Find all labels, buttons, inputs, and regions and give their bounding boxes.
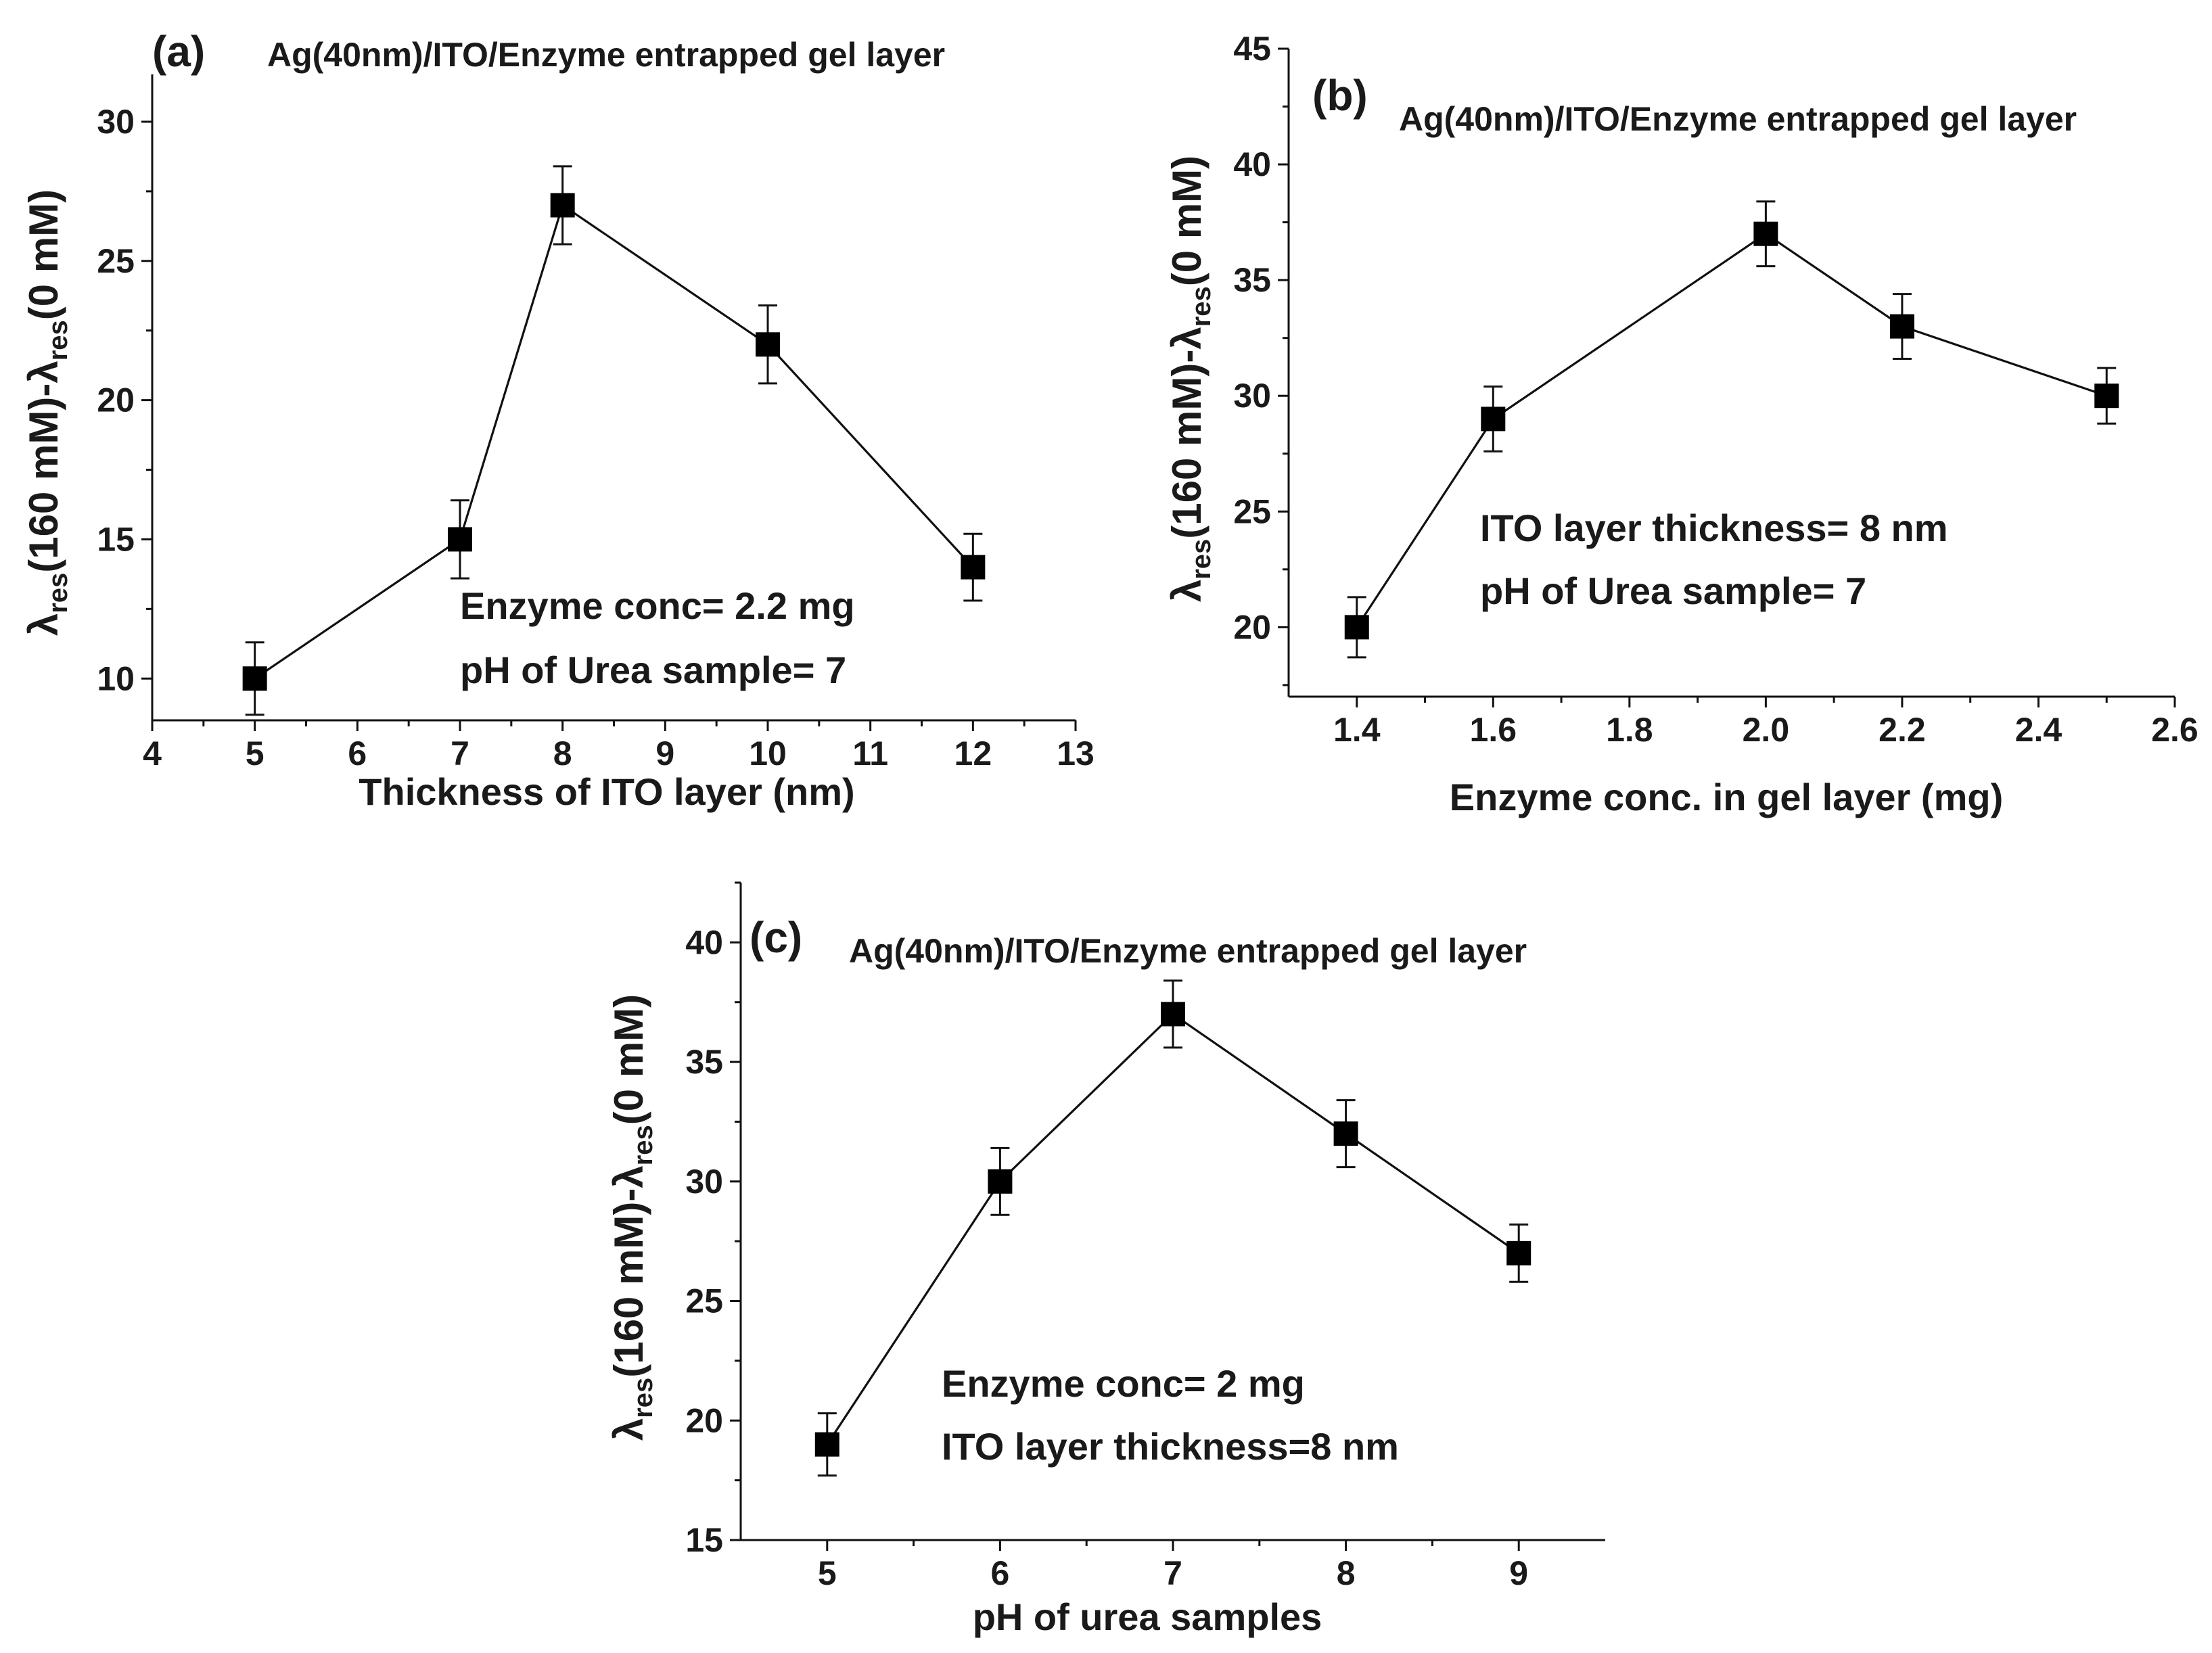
y-tick-label: 30: [97, 103, 135, 141]
x-tick-label: 2.6: [2151, 711, 2198, 749]
data-point: [1889, 314, 1914, 339]
y-tick-label: 25: [97, 242, 135, 280]
y-tick-label: 15: [685, 1521, 723, 1559]
x-tick-label: 2.4: [2015, 711, 2063, 749]
y-tick-label: 10: [97, 659, 135, 697]
x-tick-label: 11: [852, 735, 888, 772]
series-line: [1356, 232, 2107, 628]
data-point: [756, 332, 780, 357]
x-tick-label: 2.0: [1743, 711, 1790, 749]
panel-label: (b): [1312, 71, 1368, 120]
chart-title: Ag(40nm)/ITO/Enzyme entrapped gel layer: [267, 36, 945, 74]
x-tick-label: 6: [348, 735, 367, 772]
x-axis-label: pH of urea samples: [973, 1596, 1322, 1638]
annotation-1: ITO layer thickness= 8 nm: [1480, 507, 1948, 549]
x-axis-label: Thickness of ITO layer (nm): [359, 770, 854, 813]
y-axis-label: λres(160 mM)-λres(0 mM): [21, 189, 73, 636]
annotation-1: Enzyme conc= 2.2 mg: [460, 584, 855, 627]
x-tick-label: 12: [954, 735, 992, 772]
data-point: [1481, 406, 1506, 432]
data-point: [1344, 615, 1369, 640]
panel-label: (a): [152, 27, 205, 76]
y-tick-label: 35: [685, 1043, 723, 1081]
tick-group: 1.4 1.6 1.8 2.0 2.2 2.4 2.6 20 25 30 35 40 45: [1233, 30, 2198, 749]
x-tick-label: 13: [1057, 735, 1095, 772]
y-tick-label: 40: [1233, 145, 1271, 183]
data-point: [1753, 221, 1778, 246]
x-tick-label: 1.8: [1606, 711, 1653, 749]
x-tick-label: 1.6: [1470, 711, 1517, 749]
data-point: [1161, 1002, 1185, 1027]
x-tick-label: 8: [1337, 1554, 1356, 1592]
y-tick-label: 30: [685, 1163, 723, 1201]
x-tick-label: 7: [1163, 1554, 1182, 1592]
panel-label: (c): [750, 913, 802, 962]
data-point: [1333, 1121, 1358, 1146]
tick-group: 5 6 7 8 9 15 20 25 30 35 40: [685, 881, 1528, 1592]
data-point: [961, 555, 986, 580]
data-point: [550, 193, 575, 218]
x-tick-label: 5: [818, 1554, 837, 1592]
y-tick-label: 20: [1233, 608, 1271, 646]
x-axis-label: Enzyme conc. in gel layer (mg): [1450, 776, 2003, 818]
y-tick-label: 15: [97, 520, 135, 558]
x-tick-label: 9: [655, 735, 674, 772]
x-tick-label: 10: [749, 735, 787, 772]
y-tick-label: 25: [1233, 492, 1271, 530]
y-tick-label: 30: [1233, 377, 1271, 415]
x-tick-label: 2.2: [1879, 711, 1926, 749]
data-point: [448, 527, 472, 552]
y-axis-label: λres(160 mM)-λres(0 mM): [1164, 156, 1216, 602]
chart-panel-c: (c) Ag(40nm)/ITO/Enzyme entrapped gel la…: [606, 881, 1605, 1638]
x-tick-label: 6: [990, 1554, 1009, 1592]
data-point: [2094, 383, 2119, 409]
annotation-1: Enzyme conc= 2 mg: [942, 1362, 1305, 1405]
y-tick-label: 20: [685, 1401, 723, 1439]
data-point: [814, 1432, 839, 1457]
data-series: [814, 979, 1531, 1477]
data-point: [988, 1169, 1013, 1194]
chart-panel-b: (b) Ag(40nm)/ITO/Enzyme entrapped gel la…: [1164, 30, 2198, 818]
x-tick-label: 5: [246, 735, 264, 772]
x-tick-label: 8: [553, 735, 572, 772]
y-tick-label: 25: [685, 1282, 723, 1320]
data-point: [1506, 1240, 1531, 1265]
chart-title: Ag(40nm)/ITO/Enzyme entrapped gel layer: [849, 932, 1527, 970]
x-tick-label: 4: [143, 735, 162, 772]
chart-panel-a: (a) Ag(40nm)/ITO/Enzyme entrapped gel la…: [21, 27, 1095, 813]
x-tick-label: 1.4: [1333, 711, 1381, 749]
annotation-2: ITO layer thickness=8 nm: [942, 1425, 1399, 1468]
annotation-2: pH of Urea sample= 7: [1480, 569, 1866, 612]
tick-group: 4 5 6 7 8 9 10 11 12 13 10 15 20 25 30: [97, 103, 1094, 772]
x-tick-label: 7: [451, 735, 469, 772]
y-tick-label: 40: [685, 923, 723, 961]
y-axis-label: λres(160 mM)-λres(0 mM): [606, 994, 658, 1441]
data-series: [242, 165, 986, 716]
x-tick-label: 9: [1509, 1554, 1528, 1592]
annotation-2: pH of Urea sample= 7: [460, 649, 846, 691]
data-point: [242, 666, 267, 691]
y-tick-label: 35: [1233, 261, 1271, 299]
y-tick-label: 20: [97, 381, 135, 419]
y-tick-label: 45: [1233, 30, 1271, 68]
data-series: [1344, 200, 2119, 659]
chart-title: Ag(40nm)/ITO/Enzyme entrapped gel layer: [1399, 100, 2077, 138]
